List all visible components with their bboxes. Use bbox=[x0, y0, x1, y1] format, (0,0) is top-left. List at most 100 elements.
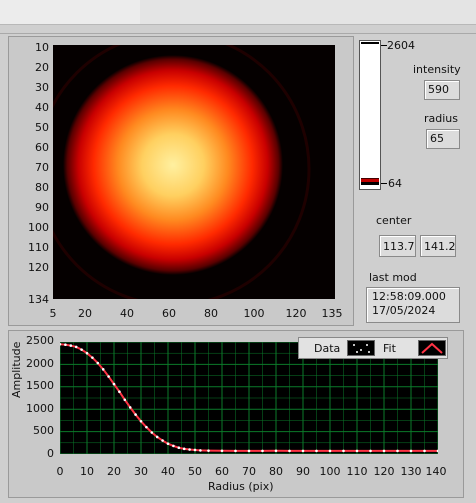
profile-x-tick: 50 bbox=[188, 465, 202, 478]
image-y-tick: 134 bbox=[28, 293, 49, 306]
legend-fit-label: Fit bbox=[383, 342, 396, 355]
frame-bar bbox=[0, 25, 476, 34]
beam-spot bbox=[63, 55, 283, 275]
image-x-tick: 60 bbox=[162, 307, 176, 320]
data-point bbox=[188, 448, 191, 451]
profile-x-tick: 130 bbox=[400, 465, 422, 478]
last-mod-date: 17/05/2024 bbox=[372, 304, 436, 317]
data-point bbox=[64, 343, 67, 346]
center-y-indicator: 141.2 bbox=[420, 235, 456, 257]
image-y-tick: 80 bbox=[35, 181, 49, 194]
profile-x-tick: 70 bbox=[242, 465, 256, 478]
profile-x-tick: 120 bbox=[373, 465, 395, 478]
data-point bbox=[101, 368, 105, 371]
profile-plot-svg bbox=[58, 341, 440, 455]
image-y-tick: 70 bbox=[35, 161, 49, 174]
color-scale-max-tick bbox=[381, 45, 387, 46]
profile-x-axis-label: Radius (pix) bbox=[208, 480, 274, 493]
data-point bbox=[234, 449, 237, 453]
image-x-tick: 40 bbox=[120, 307, 134, 320]
image-y-tick: 100 bbox=[28, 221, 49, 234]
legend-data-label: Data bbox=[314, 342, 341, 355]
profile-x-tick: 20 bbox=[107, 465, 121, 478]
profile-x-tick: 100 bbox=[319, 465, 341, 478]
data-point bbox=[118, 390, 121, 394]
color-scale-min-label: 64 bbox=[388, 177, 402, 190]
data-point bbox=[396, 449, 399, 453]
image-x-tick: 80 bbox=[204, 307, 218, 320]
color-scale[interactable] bbox=[359, 40, 381, 190]
data-point bbox=[74, 345, 78, 349]
outer-ring bbox=[53, 45, 311, 299]
profile-x-tick: 80 bbox=[269, 465, 283, 478]
data-point bbox=[58, 342, 62, 346]
data-point bbox=[85, 351, 89, 355]
profile-y-tick: 1000 bbox=[26, 402, 54, 415]
profile-x-tick: 30 bbox=[134, 465, 148, 478]
data-point bbox=[145, 425, 148, 429]
data-point bbox=[155, 435, 159, 439]
intensity-image[interactable] bbox=[53, 45, 335, 299]
data-point bbox=[139, 419, 143, 423]
profile-x-tick: 60 bbox=[215, 465, 229, 478]
color-scale-min-marker bbox=[361, 182, 379, 185]
profile-x-tick: 90 bbox=[296, 465, 310, 478]
data-point bbox=[107, 375, 110, 378]
data-point bbox=[182, 447, 186, 451]
data-point bbox=[328, 449, 332, 453]
profile-y-tick: 2000 bbox=[26, 357, 54, 370]
data-point bbox=[91, 356, 94, 359]
image-x-tick: 100 bbox=[243, 307, 265, 320]
data-point bbox=[150, 431, 154, 434]
center-x-indicator: 113.7 bbox=[379, 235, 416, 257]
data-point bbox=[288, 449, 291, 453]
image-y-tick: 120 bbox=[28, 261, 49, 274]
image-x-tick: 135 bbox=[321, 307, 343, 320]
data-point bbox=[423, 449, 426, 453]
image-x-tick: 120 bbox=[285, 307, 307, 320]
profile-x-tick: 40 bbox=[161, 465, 175, 478]
intensity-label: intensity bbox=[413, 63, 461, 76]
profile-plot-area[interactable] bbox=[58, 341, 440, 455]
data-point bbox=[247, 449, 251, 453]
data-point bbox=[166, 442, 170, 445]
data-point bbox=[96, 361, 100, 365]
legend-fit-swatch bbox=[418, 340, 446, 356]
last-mod-indicator: 12:58:09.000 17/05/2024 bbox=[366, 287, 460, 323]
data-point bbox=[207, 449, 210, 452]
image-y-tick: 50 bbox=[35, 121, 49, 134]
color-scale-min-band bbox=[361, 178, 379, 183]
radius-label: radius bbox=[424, 112, 459, 125]
intensity-image-svg bbox=[53, 45, 311, 299]
data-point bbox=[274, 449, 278, 453]
color-scale-max-label: 2604 bbox=[387, 39, 415, 52]
data-point bbox=[80, 348, 83, 351]
data-point bbox=[161, 439, 164, 442]
image-x-tick: 5 bbox=[49, 307, 57, 320]
data-point bbox=[315, 449, 318, 453]
profile-x-tick: 110 bbox=[346, 465, 368, 478]
data-point bbox=[134, 413, 137, 416]
data-point bbox=[172, 444, 175, 448]
image-y-tick: 20 bbox=[35, 61, 49, 74]
last-mod-label: last mod bbox=[369, 271, 417, 284]
profile-x-tick: 0 bbox=[56, 465, 64, 478]
data-point bbox=[301, 449, 305, 453]
data-point bbox=[69, 344, 73, 347]
image-x-tick: 20 bbox=[78, 307, 92, 320]
data-point bbox=[128, 406, 132, 409]
profile-y-tick: 2500 bbox=[26, 334, 54, 347]
data-point bbox=[382, 449, 386, 453]
profile-x-tick: 140 bbox=[425, 465, 447, 478]
image-y-tick: 110 bbox=[28, 241, 49, 254]
profile-y-tick: 0 bbox=[47, 447, 54, 460]
plot-legend[interactable]: Data Fit bbox=[298, 337, 448, 359]
radius-indicator: 65 bbox=[426, 129, 460, 149]
image-y-tick: 30 bbox=[35, 81, 49, 94]
data-point bbox=[112, 382, 116, 386]
data-point bbox=[261, 449, 264, 453]
data-point bbox=[199, 449, 202, 452]
profile-y-axis-label: Amplitude bbox=[10, 341, 23, 398]
data-point bbox=[369, 449, 372, 453]
data-point bbox=[177, 446, 181, 450]
